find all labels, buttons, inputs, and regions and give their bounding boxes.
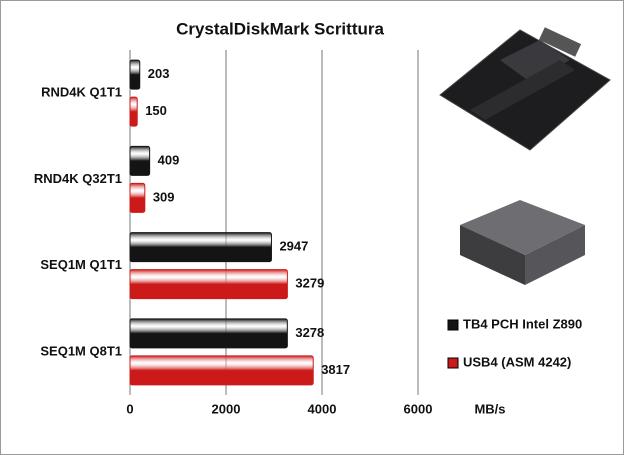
motherboard-image — [439, 27, 611, 151]
bar — [129, 59, 141, 90]
value-label: 309 — [153, 189, 175, 204]
bar — [129, 355, 314, 386]
bar — [129, 232, 272, 263]
value-label: 409 — [158, 152, 180, 167]
value-label: 3817 — [321, 362, 350, 377]
y-tick-label: RND4K Q1T1 — [41, 85, 122, 100]
y-tick-label: SEQ1M Q8T1 — [40, 343, 122, 358]
y-tick-label: SEQ1M Q1T1 — [40, 257, 122, 272]
legend-label: USB4 (ASM 4242) — [463, 354, 571, 369]
x-axis-label: MB/s — [474, 401, 505, 416]
chart-title: CrystalDiskMark Scrittura — [176, 19, 384, 38]
bar — [129, 318, 288, 349]
bar — [129, 145, 151, 176]
bar — [129, 182, 146, 213]
y-tick-label: RND4K Q32T1 — [34, 171, 122, 186]
mini-pc-image — [460, 200, 585, 285]
legend-swatch — [447, 319, 459, 331]
value-label: 150 — [145, 103, 167, 118]
value-label: 203 — [148, 66, 170, 81]
legend-label: TB4 PCH Intel Z890 — [463, 316, 582, 331]
x-tick-label: 2000 — [212, 401, 241, 416]
x-tick-label: 6000 — [404, 401, 433, 416]
bar — [129, 269, 288, 300]
legend-swatch — [447, 357, 459, 369]
bar — [129, 96, 138, 127]
x-tick-label: 0 — [126, 401, 133, 416]
x-tick-label: 4000 — [308, 401, 337, 416]
value-label: 2947 — [279, 239, 308, 254]
value-label: 3278 — [295, 325, 324, 340]
value-label: 3279 — [295, 276, 324, 291]
